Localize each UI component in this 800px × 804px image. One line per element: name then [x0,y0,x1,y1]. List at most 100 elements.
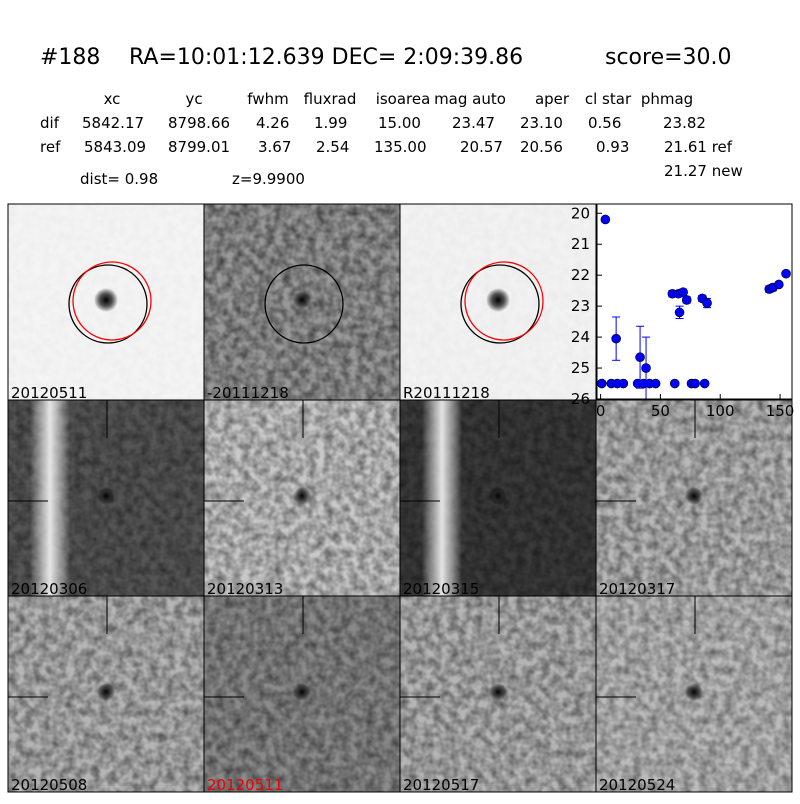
source [489,487,507,505]
panel-label: 20120317 [599,580,675,598]
cell: 0.56 [588,114,621,132]
panels: 20120511 -20111218 R20111218 20120306 201203… [7,203,793,794]
point [781,268,791,279]
image-panel: 20120517 [399,595,597,794]
cell: 23.47 [452,114,495,132]
image-panel: 20120511 [203,595,401,794]
column-header: fwhm [247,90,288,108]
row-label: ref [40,138,61,156]
point [635,352,645,363]
y-tick-label: 21 [571,235,590,253]
point [600,214,611,225]
points [597,214,791,399]
cell: 23.10 [520,114,563,132]
panel-label: 20120313 [207,580,283,598]
image-panel: 20120317 [595,399,793,598]
chart: 20 21 22 23 24 25 26 0 50 100 150 [571,203,795,420]
image-panel: 20120313 [203,399,401,598]
image-panel: -20111218 [203,203,401,402]
source [293,683,311,701]
plot-frame [596,203,793,400]
table: xc yc fwhm fluxrad isoarea mag auto aper cl sta… [40,90,733,156]
column-header: yc [185,90,202,108]
panel-label: 20120306 [11,580,87,598]
point [650,378,661,389]
aperture [68,264,148,344]
source [97,683,115,701]
cell: 5842.17 [82,114,144,132]
x-tick-label: 100 [706,402,735,420]
object-id: #188 [40,45,100,70]
point [669,378,680,389]
source [685,487,703,505]
column-header: xc [104,90,121,108]
aperture [460,264,540,344]
cell: 20.57 [460,138,503,156]
point [641,363,651,373]
cell: 15.00 [378,114,421,132]
row-label: dif [40,114,60,132]
column-header: mag auto [434,90,506,108]
x-tick-label: 50 [651,402,670,420]
source [94,288,118,312]
cell: 8798.66 [168,114,230,132]
cell: 135.00 [374,138,427,156]
column-header: aper [535,90,570,108]
source [293,487,311,505]
y-tick-label: 26 [571,390,590,408]
cell: 8799.01 [168,138,230,156]
aperture-ref [464,261,544,341]
plot-background [597,204,792,399]
aperture-ref [72,261,152,341]
point [611,333,621,344]
distance: dist= 0.98 [80,170,158,188]
image-panel: 20120306 [7,399,205,598]
cell: 0.93 [596,138,629,156]
cell: 23.82 [663,114,706,132]
stripe [422,400,462,596]
y-tick-label: 23 [571,297,590,315]
score: score=30.0 [605,45,732,70]
stripe [30,400,70,596]
coordinates: RA=10:01:12.639 DEC= 2:09:39.86 [129,45,523,70]
point [674,307,685,318]
source [293,291,311,309]
source [489,683,507,701]
cell: 20.56 [520,138,563,156]
panel-label: 20120315 [403,580,479,598]
y-tick-label: 20 [571,204,590,222]
panel-label: 20120517 [403,776,479,794]
cell: 21.61 ref [664,138,733,156]
image-panel: 20120508 [7,595,205,794]
column-header: cl star [585,90,632,108]
image-panel: R20111218 [399,203,597,402]
y-tick-label: 24 [571,328,590,346]
point [699,378,710,389]
point [597,378,607,389]
panel-label: 20120508 [11,776,87,794]
x-tick-label: 150 [766,402,795,420]
panel-label: 20120511 [207,776,283,794]
point [774,279,784,290]
image-panel: 20120511 [7,203,205,402]
source [685,683,703,701]
cell: 2.54 [316,138,349,156]
image-panel: 20120315 [399,399,597,598]
panel-border [595,595,793,793]
panel-label: 20120524 [599,776,675,794]
aperture [264,264,344,344]
x-tick-label: 0 [596,402,606,420]
cell: 3.67 [258,138,291,156]
panel-label: 20120511 [11,384,87,402]
point [702,298,712,308]
point [618,378,629,389]
redshift: z=9.9900 [232,170,305,188]
cell: 5843.09 [84,138,146,156]
cell: 4.26 [256,114,289,132]
column-header: fluxrad [304,90,357,108]
column-header: phmag [641,90,693,108]
column-header: isoarea [376,90,431,108]
panel-label: R20111218 [403,384,490,402]
point [690,378,700,389]
